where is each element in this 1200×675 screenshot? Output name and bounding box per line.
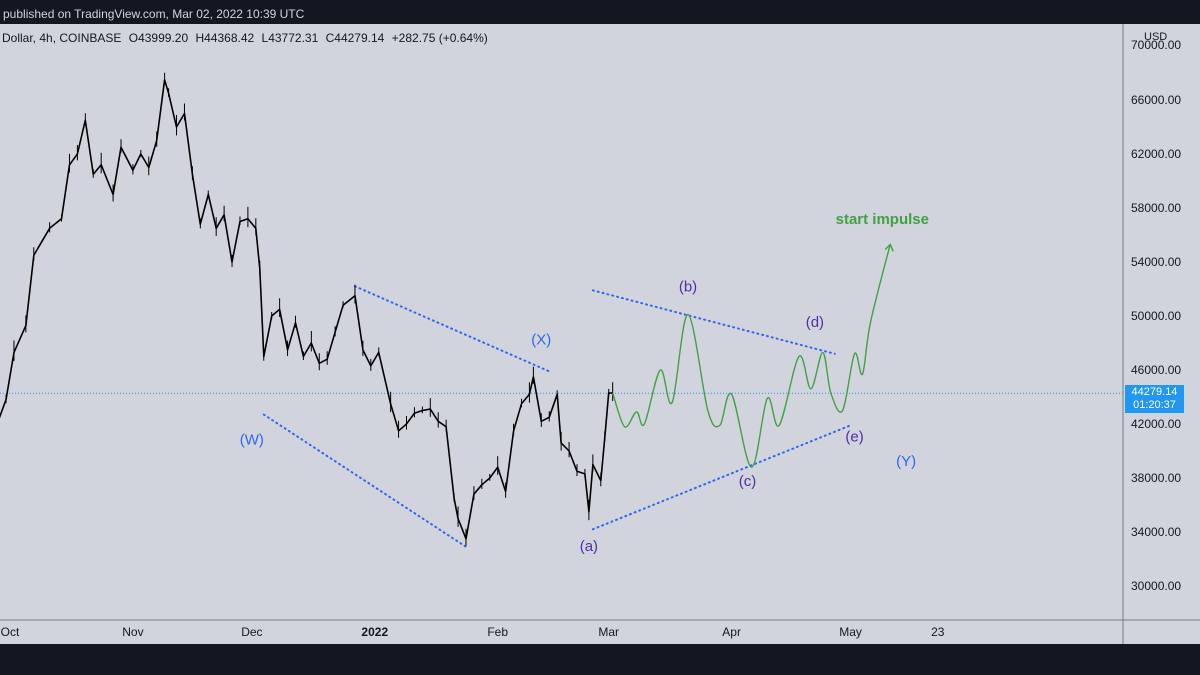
chart-area[interactable] xyxy=(0,24,1200,644)
axes: 30000.00 34000.00 38000.00 42000.00 46000.00… xyxy=(0,24,1200,644)
time-tick-label: Dec xyxy=(241,625,262,639)
symbol-label: Dollar, 4h, COINBASE xyxy=(2,31,122,45)
wave-label: (a) xyxy=(580,538,598,555)
publish-header: o published on TradingView.com, Mar 02, … xyxy=(0,0,1200,24)
currency-label[interactable]: USD xyxy=(1144,31,1168,43)
price-tick-label: 54000.00 xyxy=(1131,255,1181,269)
time-tick-label: Nov xyxy=(122,625,143,639)
price-tick-label: 46000.00 xyxy=(1131,363,1181,377)
ohlc-high: H44368.42 xyxy=(195,31,255,45)
wave-label: (W) xyxy=(240,431,264,448)
price-line xyxy=(0,79,613,540)
projection-line xyxy=(612,244,891,468)
wave-label: (X) xyxy=(531,331,551,348)
price-change: +282.75 (+0.64%) xyxy=(391,31,488,45)
wave-label: (b) xyxy=(679,279,697,296)
time-tick-label: Feb xyxy=(487,625,508,639)
symbol-legend: Dollar, 4h, COINBASE O43999.20 H44368.42… xyxy=(2,31,492,45)
ohlc-low: L43772.31 xyxy=(261,31,319,45)
trendline-1 xyxy=(262,413,467,548)
ohlc-close: C44279.14 xyxy=(325,31,385,45)
time-tick-label: 23 xyxy=(931,625,945,639)
trendline-3 xyxy=(591,424,852,531)
price-series xyxy=(0,72,614,546)
price-tick-label: 30000.00 xyxy=(1131,579,1181,593)
time-tick-label: May xyxy=(839,625,862,639)
time-tick-label: Apr xyxy=(722,625,741,639)
projection-arrowhead xyxy=(884,243,894,252)
projection-series xyxy=(612,243,894,468)
price-tick-label: 42000.00 xyxy=(1131,417,1181,431)
trendline-2 xyxy=(353,285,551,373)
last-price-value: 44279.14 xyxy=(1131,386,1178,398)
ohlc-open: O43999.20 xyxy=(128,31,189,45)
time-tick-label: 2022 xyxy=(361,625,388,639)
wave-label: (e) xyxy=(845,429,863,446)
wave-label: (c) xyxy=(739,473,757,490)
price-tick-label: 70000.00 xyxy=(1131,38,1181,52)
footer-bar: iew xyxy=(0,644,1200,675)
price-tick-label: 38000.00 xyxy=(1131,471,1181,485)
price-tick-label: 66000.00 xyxy=(1131,93,1181,107)
trendline-4 xyxy=(591,289,836,355)
time-tick-label: Oct xyxy=(1,625,20,639)
wave-labels: (W) (X) (Y) (a) (b) (c) (d) (e) start impulse xyxy=(240,211,929,555)
price-tick-label: 62000.00 xyxy=(1131,147,1181,161)
wave-label: (d) xyxy=(806,314,824,331)
price-tick-label: 34000.00 xyxy=(1131,525,1181,539)
bar-countdown: 01:20:37 xyxy=(1133,399,1176,411)
wave-label: start impulse xyxy=(836,211,929,228)
published-text: o published on TradingView.com, Mar 02, … xyxy=(0,7,305,21)
last-price-badge: 44279.14 01:20:37 xyxy=(1125,385,1184,413)
wave-label: (Y) xyxy=(896,453,916,470)
trendlines xyxy=(262,285,852,548)
price-tick-label: 58000.00 xyxy=(1131,201,1181,215)
price-tick-label: 50000.00 xyxy=(1131,309,1181,323)
time-tick-label: Mar xyxy=(598,625,619,639)
